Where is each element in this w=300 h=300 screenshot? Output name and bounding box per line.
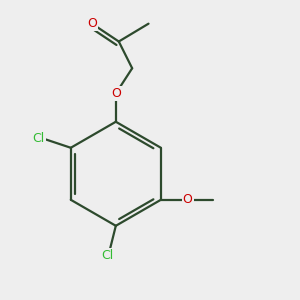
- Text: O: O: [111, 87, 121, 100]
- Text: Cl: Cl: [32, 132, 45, 146]
- Text: Cl: Cl: [101, 249, 113, 262]
- Text: O: O: [183, 193, 193, 206]
- Text: O: O: [87, 17, 97, 30]
